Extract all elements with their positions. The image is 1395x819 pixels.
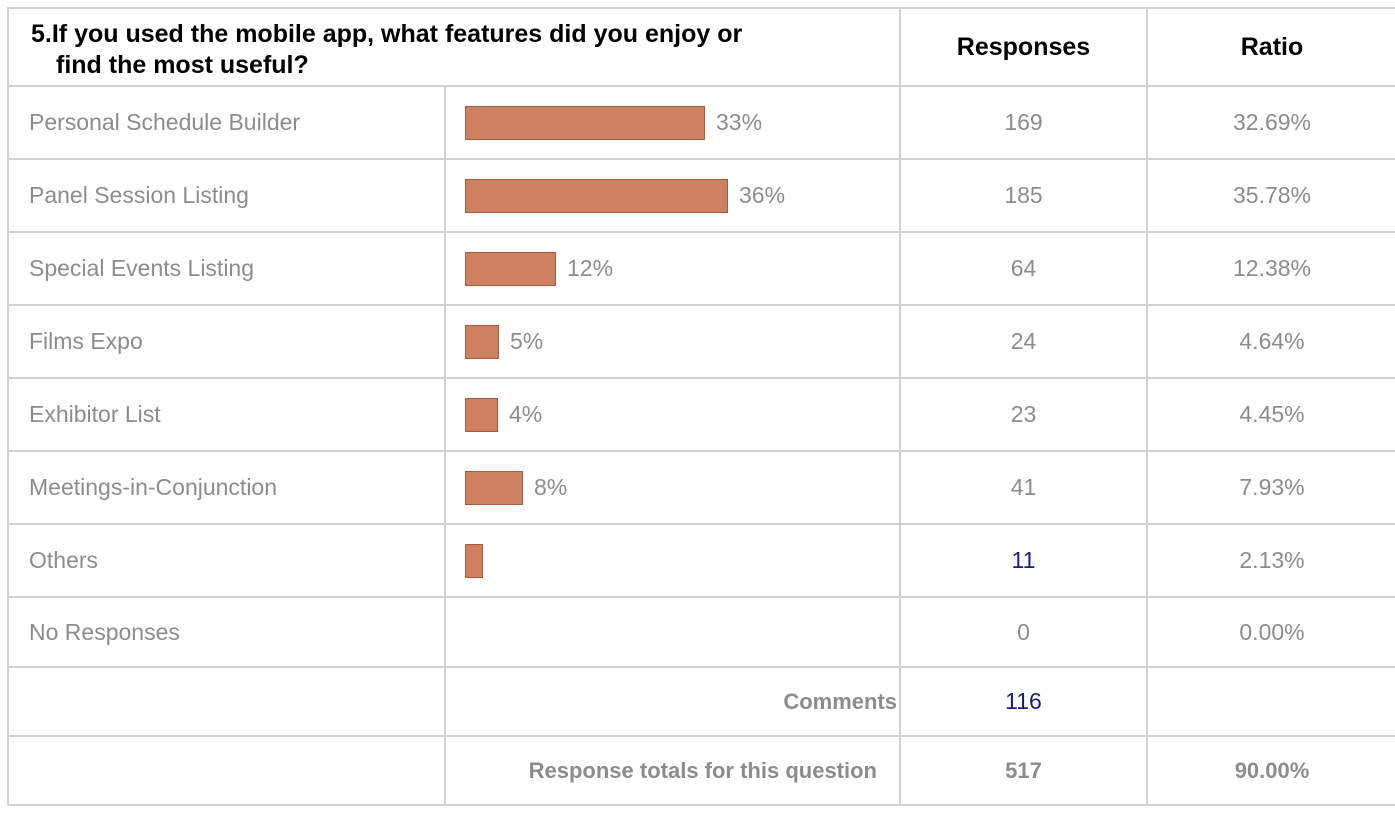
- bar-cell: 33%: [444, 85, 901, 160]
- totals-responses: 517: [899, 735, 1148, 806]
- table-row: Exhibitor List 4% 23 4.45%: [7, 377, 1395, 452]
- response-bar: [465, 324, 499, 359]
- option-label: Meetings-in-Conjunction: [7, 450, 446, 525]
- table-row: Panel Session Listing 36% 185 35.78%: [7, 158, 1395, 233]
- response-bar: [465, 251, 556, 286]
- question-title-line2: find the most useful?: [56, 51, 309, 79]
- results-table: 5.If you used the mobile app, what featu…: [7, 7, 1395, 806]
- option-label: Panel Session Listing: [7, 158, 446, 233]
- response-bar: [465, 470, 523, 505]
- percent-label: 12%: [567, 255, 614, 281]
- bar-cell: [444, 596, 901, 668]
- ratio-value: 0.00%: [1146, 596, 1395, 668]
- ratio-value: 4.45%: [1146, 377, 1395, 452]
- response-bar: [465, 178, 728, 213]
- option-label: Personal Schedule Builder: [7, 85, 446, 160]
- table-row: Meetings-in-Conjunction 8% 41 7.93%: [7, 450, 1395, 525]
- responses-count: 185: [899, 158, 1148, 233]
- ratio-value: 35.78%: [1146, 158, 1395, 233]
- table-row: No Responses 0 0.00%: [7, 596, 1395, 668]
- ratio-value: 7.93%: [1146, 450, 1395, 525]
- responses-count: 41: [899, 450, 1148, 525]
- response-bar: [465, 397, 498, 432]
- bar-cell: [444, 523, 901, 598]
- comments-row: Comments 116: [7, 666, 1395, 737]
- empty-cell: [1146, 666, 1395, 737]
- percent-label: 33%: [716, 109, 763, 135]
- percent-label: 36%: [739, 182, 786, 208]
- response-bar: [465, 543, 483, 578]
- bar-cell: 5%: [444, 304, 901, 379]
- empty-cell: [7, 735, 446, 806]
- bar-cell: 4%: [444, 377, 901, 452]
- comments-count-link[interactable]: 116: [899, 666, 1148, 737]
- responses-count: 24: [899, 304, 1148, 379]
- ratio-value: 12.38%: [1146, 231, 1395, 306]
- responses-column-header: Responses: [899, 7, 1148, 87]
- survey-question-table: 5.If you used the mobile app, what featu…: [7, 7, 1395, 806]
- option-label: Others: [7, 523, 446, 598]
- table-row: Personal Schedule Builder 33% 169 32.69%: [7, 85, 1395, 160]
- responses-count: 0: [899, 596, 1148, 668]
- percent-label: 8%: [534, 474, 568, 500]
- responses-count: 23: [899, 377, 1148, 452]
- header-row: 5.If you used the mobile app, what featu…: [7, 7, 1395, 87]
- option-label: Exhibitor List: [7, 377, 446, 452]
- totals-label: Response totals for this question: [444, 735, 901, 806]
- bar-cell: 36%: [444, 158, 901, 233]
- table-row: Films Expo 5% 24 4.64%: [7, 304, 1395, 379]
- ratio-value: 32.69%: [1146, 85, 1395, 160]
- percent-label: 5%: [510, 328, 544, 354]
- responses-count: 169: [899, 85, 1148, 160]
- ratio-value: 4.64%: [1146, 304, 1395, 379]
- option-label: No Responses: [7, 596, 446, 668]
- responses-count-link[interactable]: 11: [899, 523, 1148, 598]
- comments-label: Comments: [444, 666, 901, 737]
- question-title-line1: 5.If you used the mobile app, what featu…: [31, 20, 743, 48]
- bar-cell: 12%: [444, 231, 901, 306]
- option-label: Special Events Listing: [7, 231, 446, 306]
- responses-count: 64: [899, 231, 1148, 306]
- table-row: Special Events Listing 12% 64 12.38%: [7, 231, 1395, 306]
- bar-cell: 8%: [444, 450, 901, 525]
- option-label: Films Expo: [7, 304, 446, 379]
- response-bar: [465, 105, 705, 140]
- question-title: 5.If you used the mobile app, what featu…: [7, 7, 901, 87]
- ratio-value: 2.13%: [1146, 523, 1395, 598]
- totals-ratio: 90.00%: [1146, 735, 1395, 806]
- percent-label: 4%: [509, 401, 543, 427]
- empty-cell: [7, 666, 446, 737]
- table-row: Others 11 2.13%: [7, 523, 1395, 598]
- totals-row: Response totals for this question 517 90…: [7, 735, 1395, 806]
- ratio-column-header: Ratio: [1146, 7, 1395, 87]
